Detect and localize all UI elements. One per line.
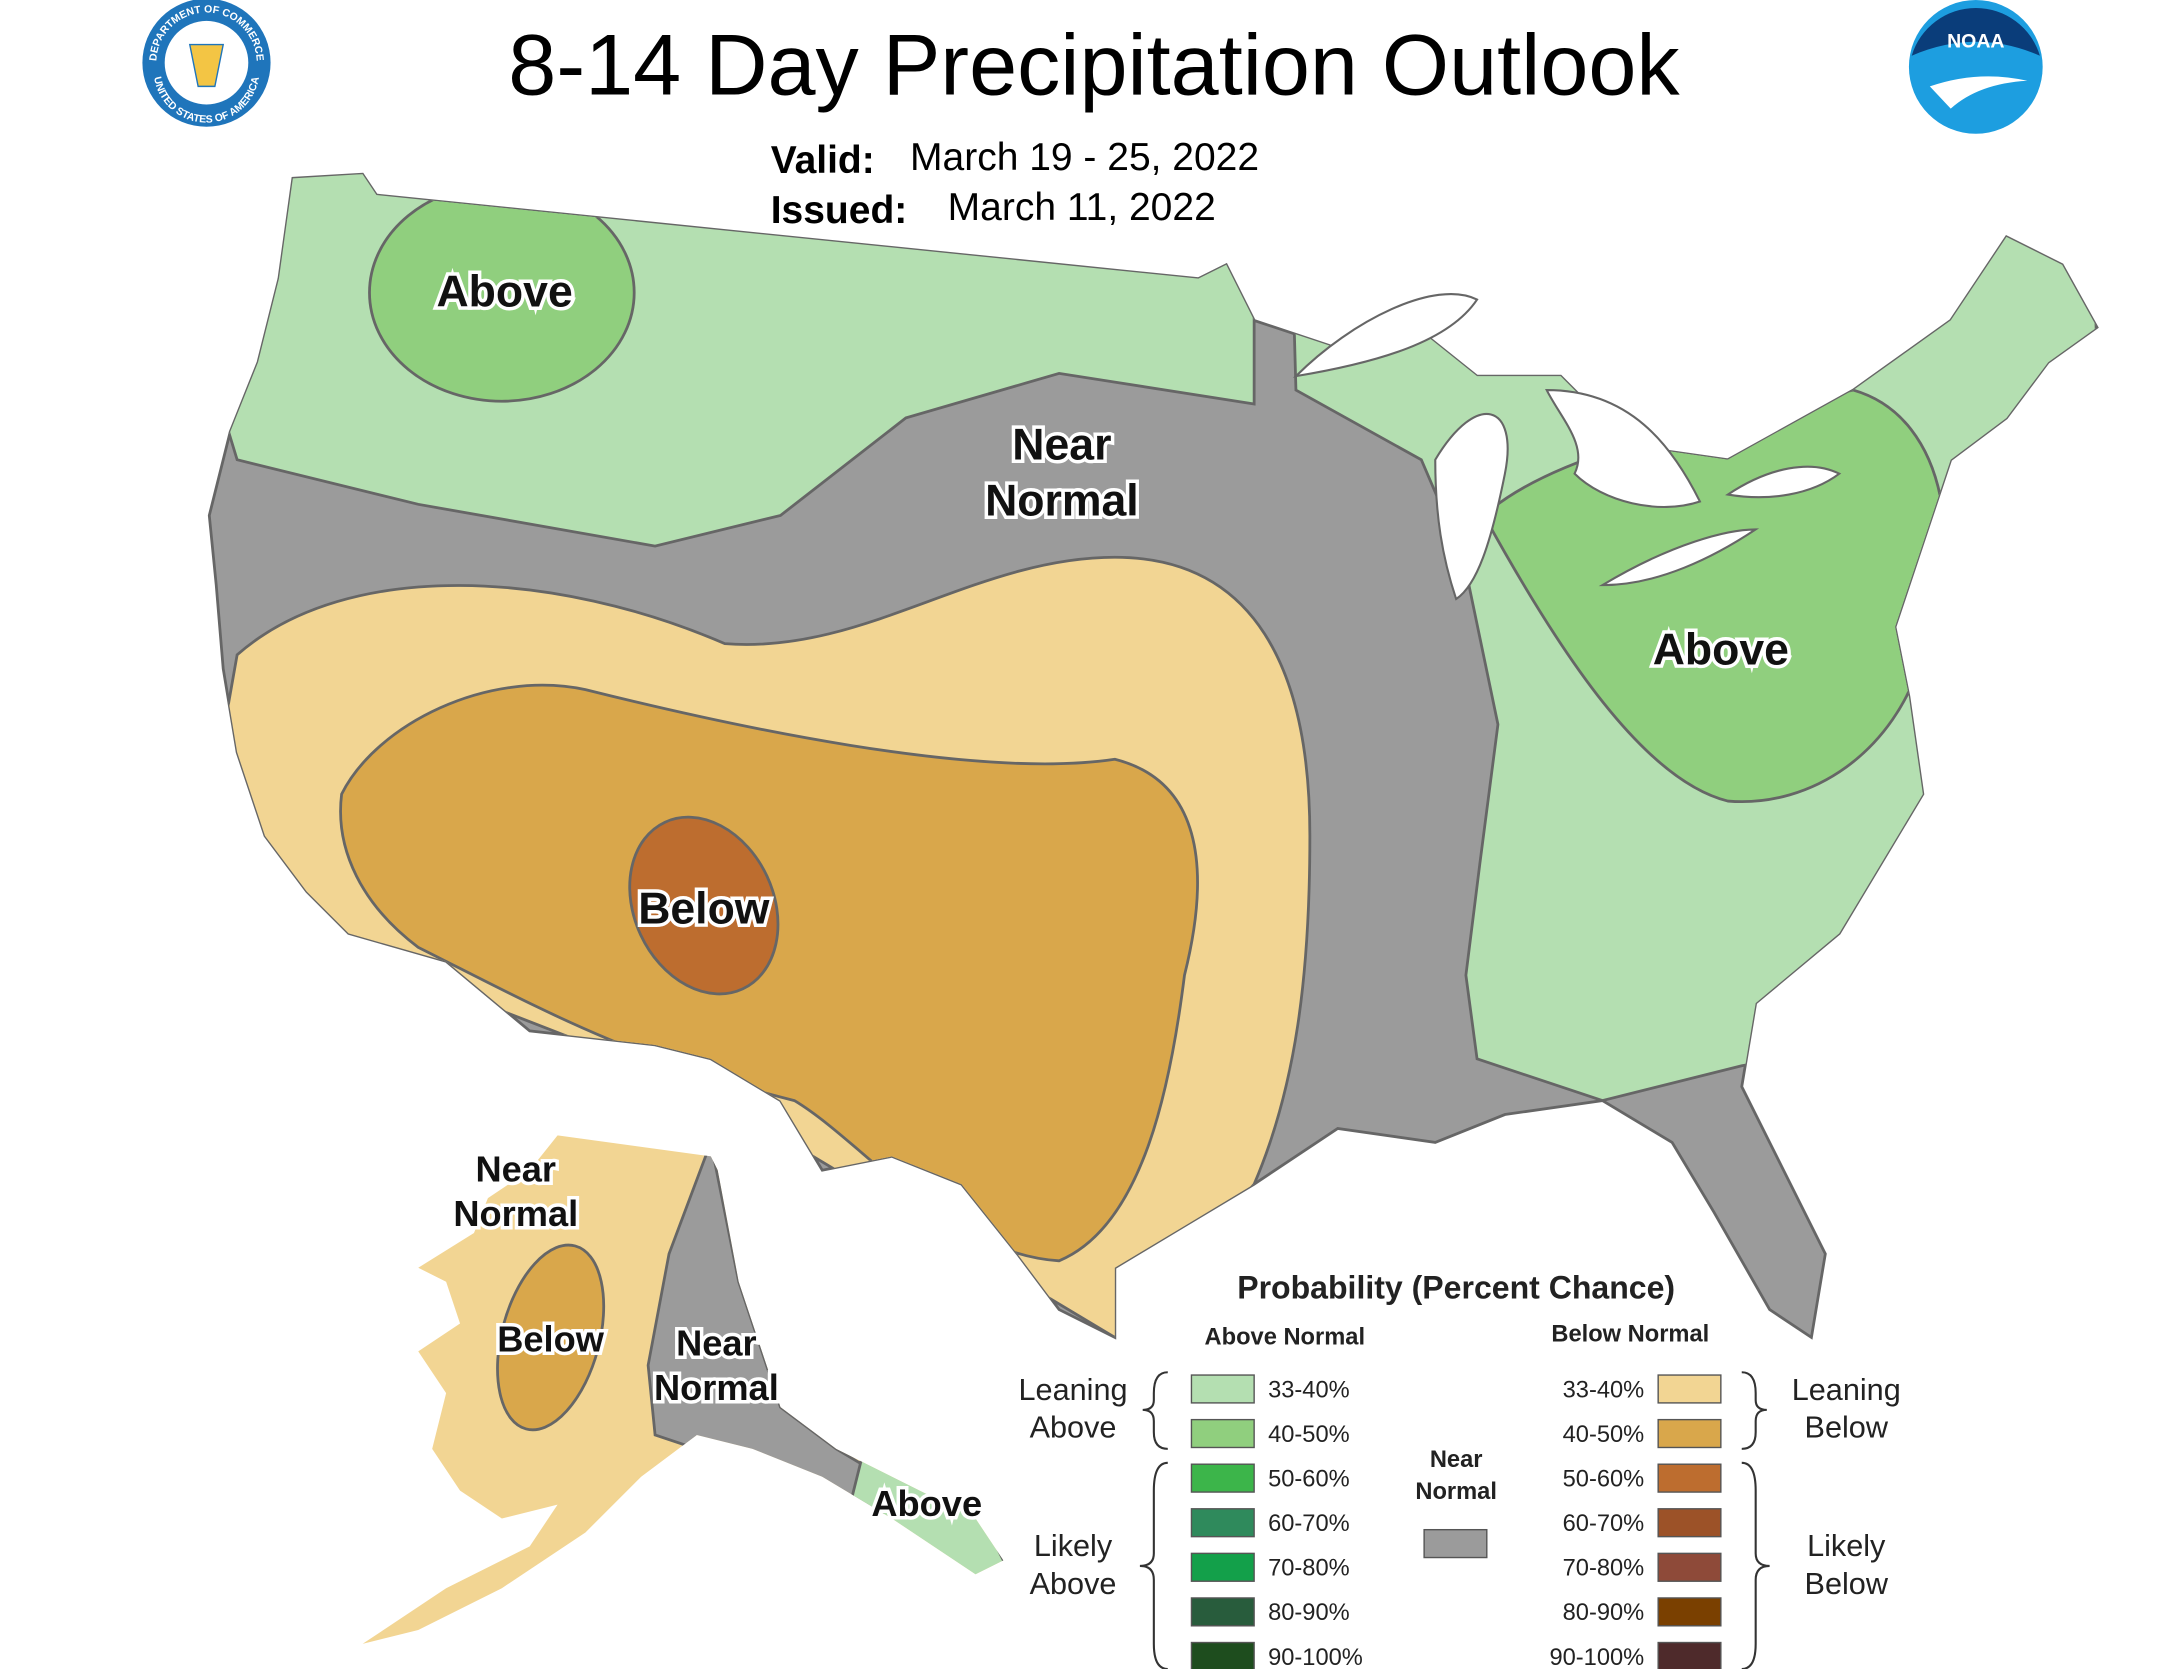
group-label-line: Above bbox=[1030, 1567, 1117, 1601]
legend-label: 70-80% bbox=[1268, 1556, 1350, 1582]
conus-map bbox=[207, 172, 2099, 1339]
legend-label: 33-40% bbox=[1268, 1377, 1350, 1403]
legend-title: Probability (Percent Chance) bbox=[1237, 1269, 1675, 1305]
noaa-text: NOAA bbox=[1947, 30, 2004, 52]
legend-label: 70-80% bbox=[1563, 1556, 1645, 1582]
brace-likely-below bbox=[1741, 1461, 1770, 1669]
legend-label: 90-100% bbox=[1268, 1645, 1363, 1669]
map-label: Below bbox=[497, 1318, 604, 1359]
map-label-line: Near bbox=[1012, 421, 1111, 470]
map-label: Near Normal bbox=[985, 421, 1139, 526]
noaa-bird bbox=[1929, 76, 2028, 109]
legend-swatch bbox=[1190, 1418, 1255, 1449]
legend: Probability (Percent Chance) Above Norma… bbox=[1019, 1269, 1901, 1669]
legend-swatch bbox=[1657, 1508, 1722, 1538]
map-label-line: Normal bbox=[453, 1193, 578, 1234]
lake-erie bbox=[1598, 528, 1760, 587]
legend-swatch bbox=[1190, 1552, 1255, 1582]
great-lakes bbox=[1292, 293, 1842, 601]
group-label: Leaning Below bbox=[1792, 1373, 1901, 1445]
ak-below-40-50 bbox=[496, 1243, 606, 1432]
map-label: Above bbox=[1653, 626, 1789, 675]
map-label-line: Above bbox=[871, 1483, 982, 1524]
brace-leaning-below bbox=[1741, 1371, 1767, 1450]
legend-swatch bbox=[1423, 1528, 1488, 1559]
map-label-line: Normal bbox=[654, 1367, 779, 1408]
legend-swatch bbox=[1657, 1463, 1722, 1493]
map-label: Above bbox=[437, 267, 573, 316]
legend-swatch bbox=[1190, 1641, 1255, 1669]
legend-swatch bbox=[1190, 1463, 1255, 1493]
lake-michigan bbox=[1434, 412, 1509, 601]
noaa-logo: NOAA bbox=[1908, 0, 2043, 134]
lake-superior bbox=[1292, 293, 1479, 378]
group-label: Likely Below bbox=[1805, 1529, 1889, 1601]
lake-ontario bbox=[1725, 465, 1842, 499]
map-label-line: Above bbox=[437, 267, 573, 316]
valid-dates: March 19 - 25, 2022 bbox=[910, 136, 1259, 179]
title: 8-14 Day Precipitation Outlook bbox=[508, 18, 1680, 114]
map-label-line: Near bbox=[475, 1148, 556, 1189]
legend-swatch bbox=[1657, 1641, 1722, 1669]
near-normal-label-line: Near bbox=[1430, 1447, 1483, 1473]
group-label-line: Leaning bbox=[1792, 1373, 1901, 1407]
legend-swatch bbox=[1190, 1508, 1255, 1538]
group-label: Likely Above bbox=[1030, 1529, 1117, 1601]
below-50-60 bbox=[628, 815, 780, 996]
commerce-seal: DEPARTMENT OF COMMERCE UNITED STATES OF … bbox=[142, 0, 271, 127]
group-label-line: Below bbox=[1805, 1411, 1889, 1445]
legend-label: 40-50% bbox=[1563, 1422, 1645, 1448]
legend-label: 40-50% bbox=[1268, 1422, 1350, 1448]
conus-regions bbox=[209, 174, 2098, 1338]
issued-date: March 11, 2022 bbox=[948, 186, 1216, 229]
map-label: Near Normal bbox=[453, 1148, 578, 1234]
group-label-line: Likely bbox=[1807, 1529, 1886, 1563]
legend-swatch bbox=[1657, 1374, 1722, 1404]
map-label-line: Below bbox=[638, 885, 770, 934]
legend-swatch bbox=[1190, 1374, 1255, 1404]
group-label-line: Likely bbox=[1034, 1529, 1113, 1563]
legend-label: 80-90% bbox=[1268, 1600, 1350, 1626]
legend-swatch bbox=[1657, 1552, 1722, 1582]
header: DEPARTMENT OF COMMERCE UNITED STATES OF … bbox=[142, 0, 2043, 232]
near-normal-label: Near Normal bbox=[1415, 1447, 1497, 1505]
above-heading: Above Normal bbox=[1205, 1324, 1365, 1350]
issued-label: Issued: bbox=[771, 189, 908, 232]
legend-swatch bbox=[1190, 1597, 1255, 1627]
brace-leaning-above bbox=[1142, 1371, 1168, 1450]
map-label: Above bbox=[871, 1483, 982, 1524]
map-label: Below bbox=[638, 885, 770, 934]
legend-label: 33-40% bbox=[1563, 1377, 1645, 1403]
legend-label: 50-60% bbox=[1268, 1466, 1350, 1492]
below-40-50 bbox=[339, 683, 1199, 1263]
legend-label: 80-90% bbox=[1563, 1600, 1645, 1626]
lake-huron bbox=[1545, 389, 1702, 509]
near-normal-label-line: Normal bbox=[1415, 1479, 1497, 1505]
group-label-line: Above bbox=[1030, 1411, 1117, 1445]
below-heading: Below Normal bbox=[1551, 1322, 1709, 1348]
legend-label: 60-70% bbox=[1563, 1511, 1645, 1537]
group-label: Leaning Above bbox=[1019, 1373, 1128, 1445]
valid-label: Valid: bbox=[771, 139, 875, 182]
noaa-top bbox=[1911, 7, 2040, 56]
legend-label: 50-60% bbox=[1563, 1466, 1645, 1492]
map-label-line: Below bbox=[497, 1318, 604, 1359]
legend-label: 90-100% bbox=[1549, 1645, 1644, 1669]
group-label-line: Leaning bbox=[1019, 1373, 1128, 1407]
map-label-line: Above bbox=[1653, 626, 1789, 675]
legend-swatch bbox=[1657, 1418, 1722, 1449]
brace-likely-above bbox=[1139, 1461, 1168, 1669]
map-label: Near Normal bbox=[654, 1323, 779, 1409]
map-label-line: Near bbox=[676, 1323, 757, 1364]
group-label-line: Below bbox=[1805, 1567, 1889, 1601]
legend-label: 60-70% bbox=[1268, 1511, 1350, 1537]
legend-swatch bbox=[1657, 1597, 1722, 1627]
map-label-line: Normal bbox=[985, 476, 1139, 525]
seal-shield bbox=[188, 43, 225, 88]
